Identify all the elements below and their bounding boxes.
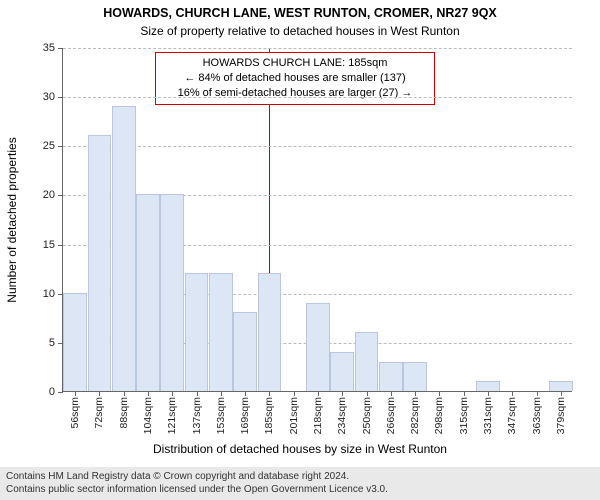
y-tick-label: 35 bbox=[43, 42, 63, 54]
x-tick-label: 234sqm bbox=[336, 391, 348, 434]
x-tick-label: 266sqm bbox=[385, 391, 397, 434]
annotation-line-2: ← 84% of detached houses are smaller (13… bbox=[162, 71, 428, 86]
y-tick-label: 20 bbox=[43, 189, 63, 201]
bar bbox=[112, 106, 136, 391]
x-tick-label: 56sqm bbox=[69, 391, 81, 429]
grid-line bbox=[63, 146, 572, 147]
x-tick-label: 250sqm bbox=[361, 391, 373, 434]
x-tick-label: 363sqm bbox=[531, 391, 543, 434]
x-tick-label: 331sqm bbox=[482, 391, 494, 434]
y-tick-label: 30 bbox=[43, 91, 63, 103]
x-tick-label: 137sqm bbox=[191, 391, 203, 434]
bar bbox=[306, 303, 330, 391]
bar bbox=[355, 332, 379, 391]
x-axis-label: Distribution of detached houses by size … bbox=[0, 442, 600, 456]
y-tick-label: 5 bbox=[49, 337, 63, 349]
y-tick-label: 0 bbox=[49, 386, 63, 398]
bar bbox=[160, 194, 184, 391]
y-tick-label: 10 bbox=[43, 288, 63, 300]
footer-line-2: Contains public sector information licen… bbox=[6, 484, 594, 497]
x-tick-label: 88sqm bbox=[118, 391, 130, 429]
x-tick-label: 298sqm bbox=[433, 391, 445, 434]
grid-line bbox=[63, 97, 572, 98]
chart-subtitle: Size of property relative to detached ho… bbox=[0, 24, 600, 38]
bar bbox=[185, 273, 209, 391]
bar bbox=[136, 194, 160, 391]
chart-main-title: HOWARDS, CHURCH LANE, WEST RUNTON, CROME… bbox=[0, 6, 600, 20]
bar bbox=[209, 273, 233, 391]
x-tick-label: 282sqm bbox=[409, 391, 421, 434]
x-tick-label: 379sqm bbox=[555, 391, 567, 434]
bar bbox=[403, 362, 427, 391]
annotation-line-3: 16% of semi-detached houses are larger (… bbox=[162, 86, 428, 101]
y-tick-label: 25 bbox=[43, 140, 63, 152]
x-tick-label: 72sqm bbox=[93, 391, 105, 429]
y-axis-label: Number of detached properties bbox=[5, 137, 19, 302]
x-tick-label: 169sqm bbox=[239, 391, 251, 434]
x-tick-label: 201sqm bbox=[288, 391, 300, 434]
attribution-footer: Contains HM Land Registry data © Crown c… bbox=[0, 467, 600, 500]
bar bbox=[549, 381, 573, 391]
y-tick-label: 15 bbox=[43, 239, 63, 251]
annotation-line-1: HOWARDS CHURCH LANE: 185sqm bbox=[162, 56, 428, 71]
x-tick-label: 104sqm bbox=[142, 391, 154, 434]
bar bbox=[233, 312, 257, 391]
bar bbox=[330, 352, 354, 391]
x-tick-label: 153sqm bbox=[215, 391, 227, 434]
bar bbox=[88, 135, 112, 391]
x-tick-label: 185sqm bbox=[263, 391, 275, 434]
x-tick-label: 121sqm bbox=[166, 391, 178, 434]
footer-line-1: Contains HM Land Registry data © Crown c… bbox=[6, 471, 594, 484]
chart-plot-area: HOWARDS CHURCH LANE: 185sqm ← 84% of det… bbox=[62, 48, 572, 392]
x-tick-label: 315sqm bbox=[458, 391, 470, 434]
bar bbox=[258, 273, 282, 391]
bar bbox=[379, 362, 403, 391]
bar bbox=[63, 293, 87, 391]
bar bbox=[476, 381, 500, 391]
x-tick-label: 347sqm bbox=[506, 391, 518, 434]
grid-line bbox=[63, 48, 572, 49]
x-tick-label: 218sqm bbox=[312, 391, 324, 434]
